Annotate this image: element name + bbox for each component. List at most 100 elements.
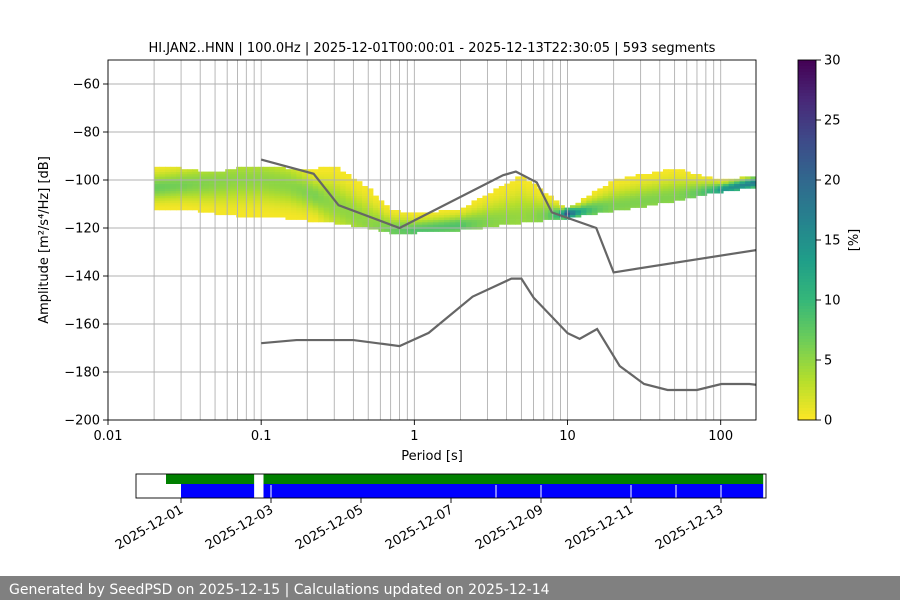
psd-cell bbox=[285, 193, 292, 196]
psd-cell bbox=[307, 212, 314, 216]
psd-cell bbox=[263, 207, 270, 211]
psd-cell bbox=[252, 176, 259, 180]
psd-cell bbox=[509, 198, 516, 201]
psd-cell bbox=[203, 195, 210, 199]
psd-cell bbox=[520, 188, 527, 192]
psd-cell bbox=[466, 222, 472, 225]
colorbar-band bbox=[798, 309, 816, 313]
psd-cell bbox=[159, 202, 166, 206]
psd-cell bbox=[378, 217, 385, 220]
psd-cell bbox=[602, 195, 609, 199]
psd-cell bbox=[225, 181, 232, 184]
psd-cell bbox=[290, 205, 297, 208]
psd-cell bbox=[608, 198, 615, 201]
psd-cell bbox=[334, 166, 341, 170]
psd-cell bbox=[351, 190, 357, 194]
psd-cell bbox=[608, 186, 615, 189]
psd-cell bbox=[356, 193, 363, 196]
colorbar-band bbox=[798, 120, 816, 124]
psd-cell bbox=[602, 188, 609, 192]
psd-cell bbox=[378, 222, 385, 225]
psd-cell bbox=[482, 195, 489, 199]
psd-cell bbox=[208, 186, 215, 189]
psd-cell bbox=[269, 207, 275, 211]
psd-cell bbox=[351, 207, 357, 211]
psd-cell bbox=[307, 214, 314, 218]
psd-cell bbox=[219, 202, 226, 206]
psd-cell bbox=[351, 217, 357, 220]
psd-cell bbox=[274, 181, 281, 184]
psd-cell bbox=[531, 200, 538, 204]
psd-cell bbox=[312, 171, 319, 175]
psd-cell bbox=[739, 176, 746, 180]
psd-cell bbox=[269, 200, 275, 204]
psd-cell bbox=[236, 190, 243, 194]
psd-cell bbox=[542, 205, 549, 208]
psd-cell bbox=[466, 214, 472, 218]
psd-cell bbox=[165, 166, 171, 170]
psd-cell bbox=[230, 200, 237, 204]
psd-cell bbox=[186, 205, 193, 208]
psd-cell bbox=[154, 205, 160, 208]
psd-cell bbox=[487, 210, 494, 213]
psd-cell bbox=[416, 214, 423, 218]
psd-cell bbox=[274, 183, 281, 187]
psd-cell bbox=[575, 202, 582, 206]
psd-cell bbox=[340, 188, 347, 192]
psd-cell bbox=[498, 195, 505, 199]
psd-cell bbox=[285, 174, 292, 177]
psd-cell bbox=[509, 207, 516, 211]
psd-cell bbox=[312, 214, 319, 218]
psd-cell bbox=[181, 174, 188, 177]
psd-cell bbox=[176, 198, 182, 201]
colorbar-band bbox=[798, 339, 816, 343]
psd-cell bbox=[542, 217, 549, 220]
psd-cell bbox=[263, 176, 270, 180]
psd-cell bbox=[186, 207, 193, 211]
psd-cell bbox=[662, 181, 669, 184]
colorbar-band bbox=[798, 273, 816, 277]
psd-cell bbox=[673, 188, 680, 192]
psd-cell bbox=[662, 198, 669, 201]
psd-cell bbox=[334, 190, 341, 194]
psd-cell bbox=[230, 169, 237, 172]
psd-cell bbox=[192, 188, 199, 192]
psd-cell bbox=[498, 188, 505, 192]
colorbar-band bbox=[798, 90, 816, 94]
psd-cell bbox=[559, 210, 565, 213]
psd-cell bbox=[394, 217, 401, 220]
psd-cell bbox=[356, 188, 363, 192]
psd-cell bbox=[515, 181, 522, 184]
psd-cell bbox=[269, 198, 275, 201]
psd-cell bbox=[586, 210, 593, 213]
psd-cell bbox=[334, 214, 341, 218]
psd-cell bbox=[652, 188, 658, 192]
psd-cell bbox=[679, 190, 686, 194]
psd-cell bbox=[323, 212, 330, 216]
psd-cell bbox=[307, 183, 314, 187]
psd-cell bbox=[312, 195, 319, 199]
psd-cell bbox=[695, 190, 702, 194]
psd-cell bbox=[154, 198, 160, 201]
y-tick-label: −60 bbox=[73, 78, 100, 93]
psd-cell bbox=[290, 190, 297, 194]
psd-cell bbox=[225, 202, 232, 206]
psd-cell bbox=[351, 198, 357, 201]
psd-cell bbox=[526, 193, 533, 196]
psd-cell bbox=[537, 205, 543, 208]
psd-cell bbox=[383, 205, 390, 208]
psd-cell bbox=[170, 190, 177, 194]
psd-cell bbox=[613, 198, 620, 201]
psd-cell bbox=[274, 212, 281, 216]
psd-cell bbox=[646, 183, 653, 187]
psd-cell bbox=[263, 174, 270, 177]
psd-cell bbox=[252, 198, 259, 201]
psd-cell bbox=[668, 193, 675, 196]
psd-cell bbox=[307, 207, 314, 211]
psd-cell bbox=[433, 224, 440, 228]
psd-cell bbox=[247, 171, 253, 175]
psd-cell bbox=[646, 202, 653, 206]
psd-cell bbox=[362, 193, 368, 196]
psd-cell bbox=[662, 186, 669, 189]
colorbar-band bbox=[798, 312, 816, 316]
